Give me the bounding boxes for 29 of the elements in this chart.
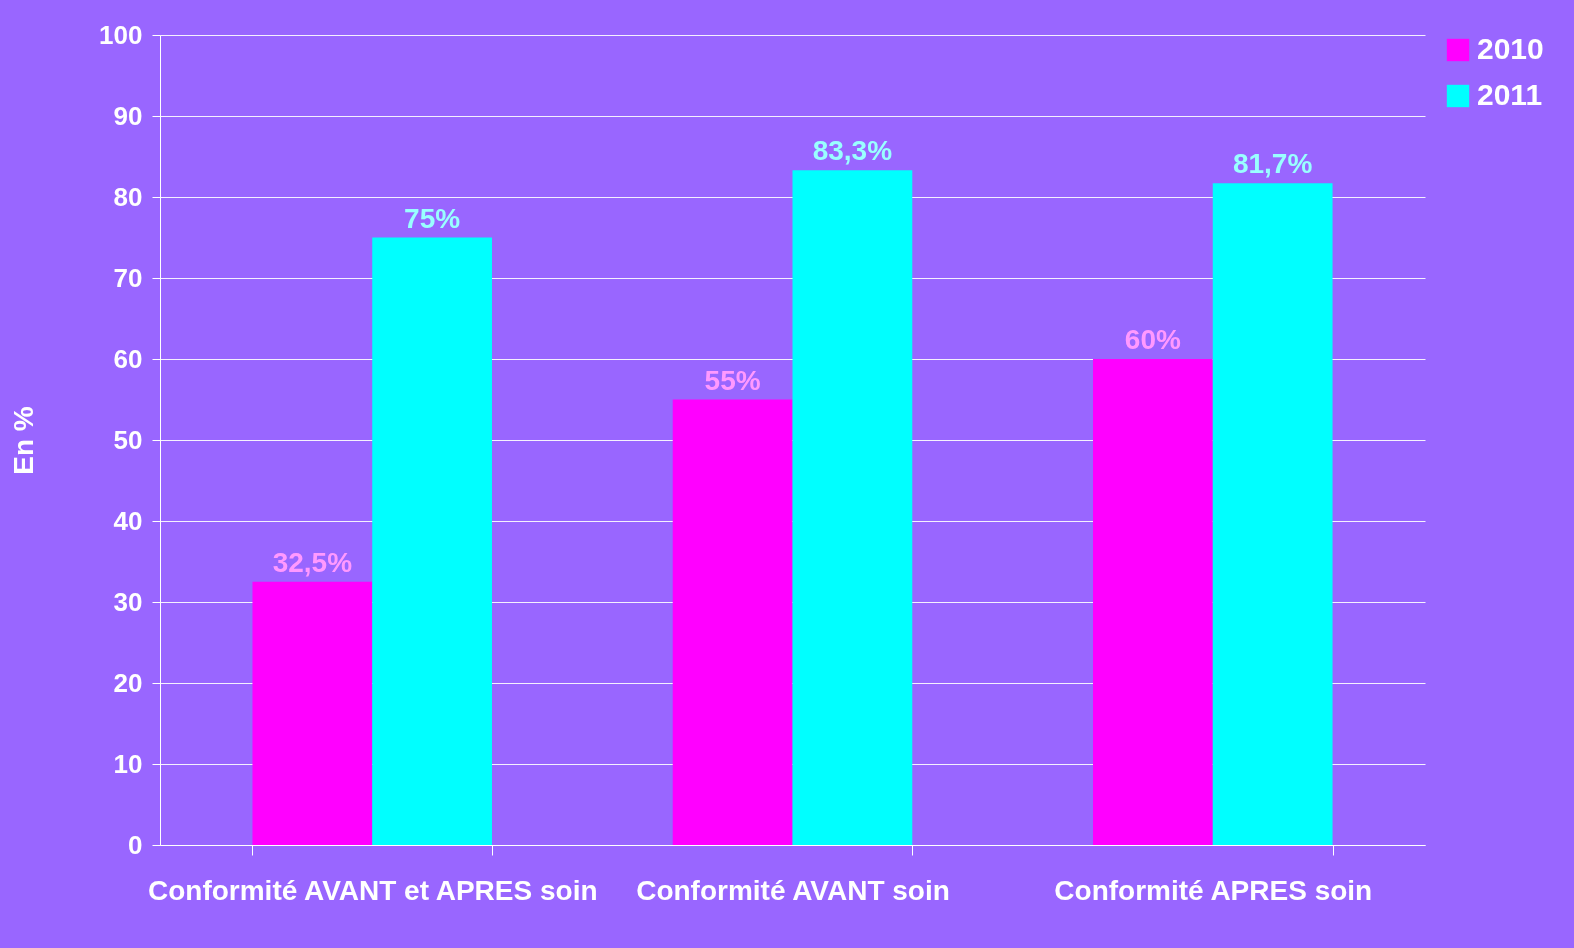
x-tick-label: Conformité AVANT soin xyxy=(636,874,950,906)
y-tick-label: 0 xyxy=(128,829,143,860)
bar xyxy=(252,581,373,845)
data-label: 75% xyxy=(404,202,461,234)
y-tick-label: 40 xyxy=(113,505,143,536)
y-tick-label: 70 xyxy=(113,262,143,293)
y-tick-label: 80 xyxy=(113,181,143,212)
y-tick-label: 20 xyxy=(113,667,143,698)
legend-label: 2011 xyxy=(1477,78,1543,111)
data-label: 32,5% xyxy=(272,546,353,578)
data-label: 55% xyxy=(704,364,761,396)
y-tick-label: 10 xyxy=(113,748,143,779)
bar xyxy=(372,237,493,845)
data-label: 83,3% xyxy=(812,135,893,167)
bar xyxy=(1092,359,1213,845)
y-axis-title: En % xyxy=(8,406,40,475)
y-tick-label: 100 xyxy=(99,19,143,50)
legend-label: 2010 xyxy=(1477,32,1544,65)
bar xyxy=(672,399,793,845)
y-tick-label: 90 xyxy=(113,100,143,131)
y-tick-label: 30 xyxy=(113,586,143,617)
x-tick-label: Conformité APRES soin xyxy=(1054,874,1373,906)
bar xyxy=(1212,183,1333,845)
x-tick-label: Conformité AVANT et APRES soin xyxy=(147,874,598,906)
data-label: 60% xyxy=(1124,324,1181,355)
data-label: 81,7% xyxy=(1232,148,1313,180)
y-tick-label: 60 xyxy=(113,343,143,374)
bar xyxy=(792,170,913,845)
y-tick-label: 50 xyxy=(113,424,143,455)
